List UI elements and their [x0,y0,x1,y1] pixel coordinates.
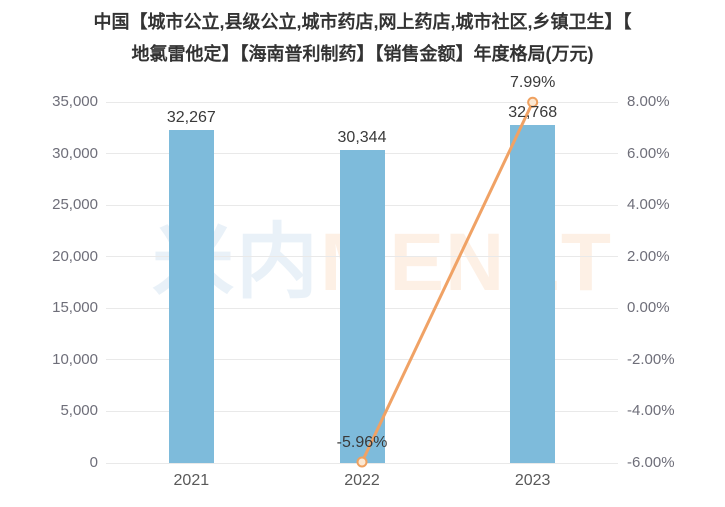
left-axis-tick-label: 0 [89,454,98,471]
x-axis-label-2022: 2022 [344,472,380,489]
growth-rate-label: -5.96% [336,433,388,451]
gridline [106,101,618,103]
growth-rate-label: 7.99% [509,74,556,92]
chart-title-line-1: 中国【城市公立,县级公立,城市药店,网上药店,城市社区,乡镇卫生】【 [93,12,632,32]
growth-rate-marker [527,96,539,108]
chart-title-line-2: 地氯雷他定】【海南普利制药】【销售金额】年度格局(万元) [131,44,594,64]
x-axis-label-2021: 2021 [173,472,210,489]
left-axis-tick-label: 35,000 [52,93,98,110]
left-axis-tick-label: 10,000 [52,350,98,368]
left-axis-tick-label: 20,000 [52,247,98,265]
x-axis-label-2023: 2023 [514,472,551,489]
left-axis-tick-label: 15,000 [52,299,98,317]
left-axis-tick-label: 5,000 [60,402,98,420]
right-axis-tick-label: -2.00% [627,350,675,368]
bar-2023 [510,125,556,463]
right-axis-tick-label: 0.00% [627,299,670,317]
right-axis-tick-label: 8.00% [627,93,670,110]
bar-2022 [339,150,385,463]
right-axis-tick-label: 6.00% [627,144,670,162]
bar-value-label: 32,267 [166,109,216,127]
right-axis-tick-label: 4.00% [627,196,670,214]
left-axis-tick-label: 25,000 [52,196,98,214]
bar-value-label: 32,768 [508,104,558,122]
left-axis-tick-label: 30,000 [52,144,98,162]
growth-rate-marker [356,456,368,468]
right-axis-tick-label: -4.00% [627,402,675,420]
right-axis-tick-label: 2.00% [627,247,670,265]
chart-title: 中国【城市公立,县级公立,城市药店,网上药店,城市社区,乡镇卫生】【 地氯雷他定… [0,6,725,70]
bar-2021 [168,130,214,463]
right-axis-tick-label: -6.00% [627,454,675,471]
growth-rate-line [360,101,535,463]
bar-value-label: 30,344 [337,129,387,147]
